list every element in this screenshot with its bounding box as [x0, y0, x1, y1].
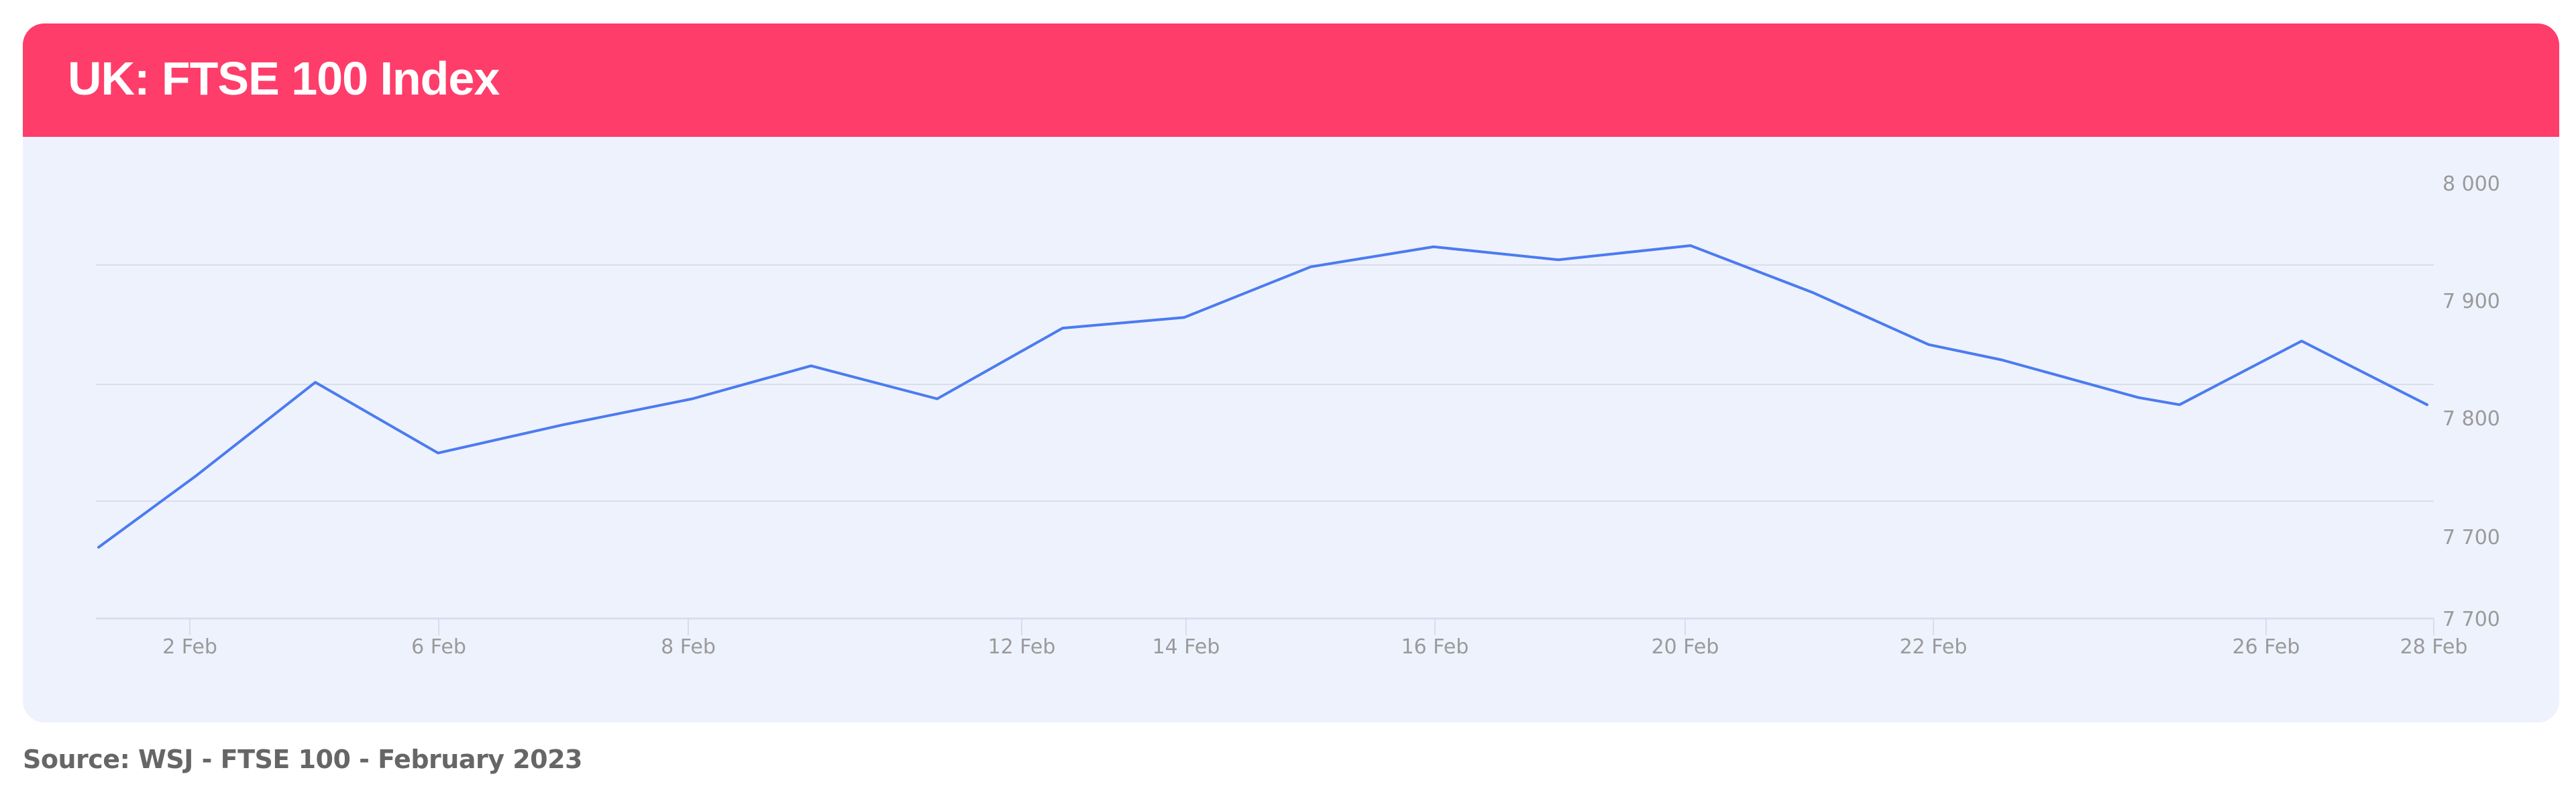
ftse-100-line	[97, 244, 2428, 549]
x-tick-label: 12 Feb	[988, 635, 1056, 659]
y-tick-label: 7 900	[2443, 290, 2500, 313]
chart-card: UK: FTSE 100 Index	[23, 23, 2559, 722]
y-tick-label: 8 000	[2443, 172, 2500, 196]
x-tick-label: 26 Feb	[2233, 635, 2300, 659]
x-tick-label: 16 Feb	[1401, 635, 1469, 659]
x-tick-label: 2 Feb	[162, 635, 217, 659]
y-tick-label: 7 700	[2443, 526, 2500, 549]
y-tick-label: 7 800	[2443, 407, 2500, 431]
x-tick-label: 28 Feb	[2400, 635, 2468, 659]
source-note: Source: WSJ - FTSE 100 - February 2023	[23, 745, 582, 774]
y-tick-label: 7 700	[2443, 608, 2500, 631]
x-tick-label: 8 Feb	[661, 635, 716, 659]
x-tick-label: 20 Feb	[1652, 635, 1719, 659]
y-axis: 8 000 7 900 7 800 7 700 7 700	[2443, 172, 2500, 631]
x-tick-label: 22 Feb	[1900, 635, 1968, 659]
gridlines	[96, 264, 2434, 502]
x-tick-label: 14 Feb	[1152, 635, 1220, 659]
chart-title: UK: FTSE 100 Index	[68, 52, 500, 105]
x-tick-label: 6 Feb	[411, 635, 466, 659]
card-header: UK: FTSE 100 Index	[23, 23, 2559, 137]
x-axis: 2 Feb 6 Feb 8 Feb 12 Feb 14 Feb 16 Feb 20 Feb 2…	[96, 617, 2468, 659]
